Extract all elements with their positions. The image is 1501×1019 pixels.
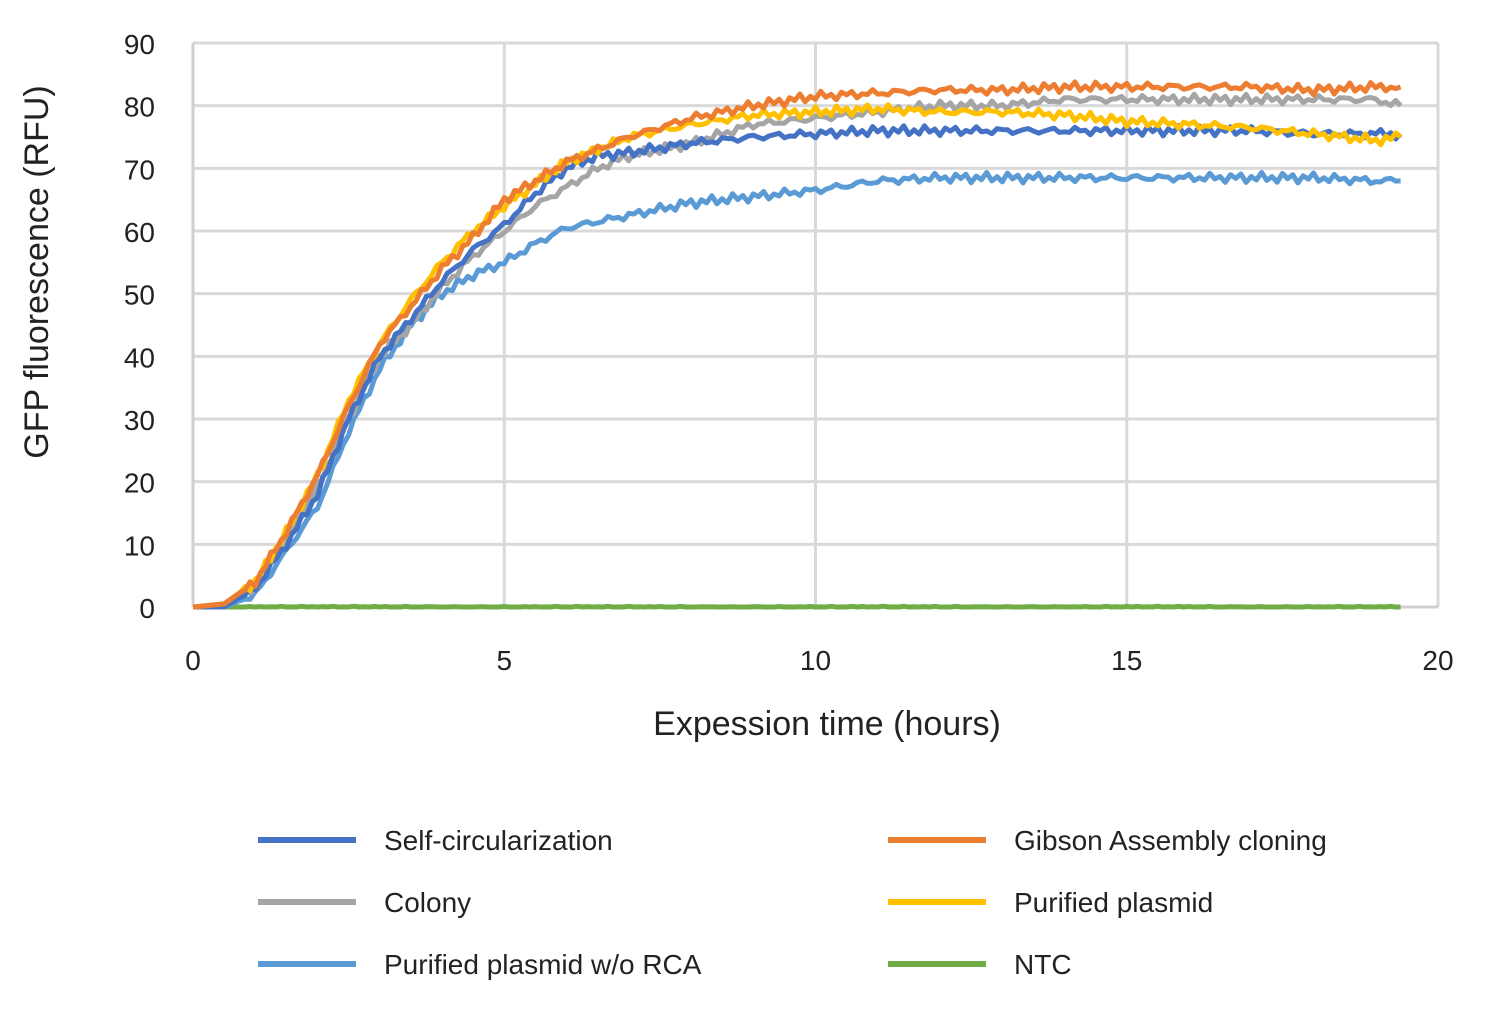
y-tick-label: 70 — [124, 154, 155, 185]
y-tick-label: 20 — [124, 468, 155, 499]
x-tick-label: 20 — [1422, 645, 1453, 676]
legend-label: NTC — [1014, 949, 1072, 980]
legend-item: Colony — [258, 887, 471, 918]
y-tick-label: 40 — [124, 342, 155, 373]
legend-item: Purified plasmid — [888, 887, 1213, 918]
legend-item: NTC — [888, 949, 1072, 980]
x-tick-label: 10 — [800, 645, 831, 676]
series-line-ntc — [193, 603, 1401, 610]
series-line-gibson-assembly-cloning — [192, 79, 1402, 610]
y-tick-label: 30 — [124, 405, 155, 436]
legend-label: Gibson Assembly cloning — [1014, 825, 1327, 856]
series-lines — [192, 79, 1403, 610]
legend: Self-circularization Gibson Assembly clon… — [258, 825, 1327, 980]
x-axis-label: Expession time (hours) — [653, 705, 1001, 743]
y-tick-label: 10 — [124, 530, 155, 561]
x-tick-label: 0 — [185, 645, 201, 676]
legend-label: Self-circularization — [384, 825, 613, 856]
x-tick-label: 15 — [1111, 645, 1142, 676]
x-tick-label: 5 — [496, 645, 512, 676]
y-tick-label: 60 — [124, 217, 155, 248]
y-tick-label: 50 — [124, 280, 155, 311]
legend-item: Self-circularization — [258, 825, 613, 856]
series-line-purified-plasmid-w-o-rca — [193, 169, 1401, 610]
y-axis-label: GFP fluorescence (RFU) — [18, 85, 56, 458]
legend-item: Purified plasmid w/o RCA — [258, 949, 702, 980]
legend-label: Purified plasmid — [1014, 887, 1213, 918]
tick-labels: 0 10 20 30 40 50 60 70 80 90 0 5 10 15 20 — [124, 29, 1454, 676]
legend-item: Gibson Assembly cloning — [888, 825, 1327, 856]
y-tick-label: 90 — [124, 29, 155, 60]
legend-label: Colony — [384, 887, 471, 918]
y-tick-label: 0 — [139, 593, 155, 624]
y-tick-label: 80 — [124, 92, 155, 123]
series-line-self-circularization — [193, 123, 1403, 610]
legend-label: Purified plasmid w/o RCA — [384, 949, 702, 980]
